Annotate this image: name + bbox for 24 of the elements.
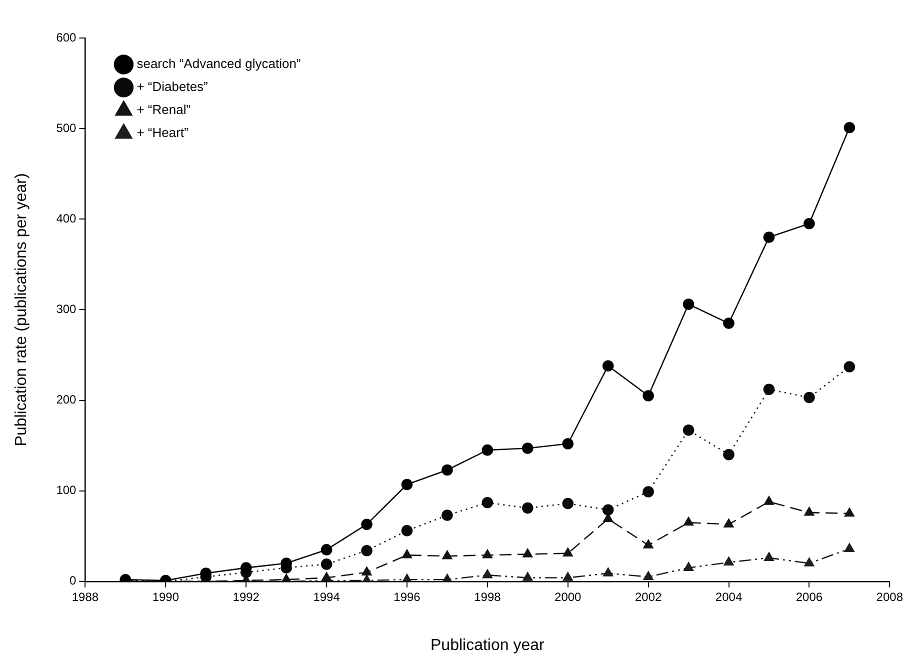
x-tick-label: 1992 xyxy=(232,590,260,604)
y-tick-label: 200 xyxy=(56,392,77,407)
x-tick-label: 2002 xyxy=(634,590,662,604)
x-tick-label: 1990 xyxy=(152,590,180,604)
x-tick-label: 1998 xyxy=(474,590,502,604)
legend-label: search “Advanced glycation” xyxy=(136,56,301,72)
x-tick-label: 1988 xyxy=(72,590,99,604)
legend-label: + “Heart” xyxy=(136,125,188,140)
y-tick-label: 100 xyxy=(56,483,77,498)
x-tick-label: 2004 xyxy=(715,590,742,604)
x-tick-label: 1994 xyxy=(313,590,340,604)
y-tick-label: 0 xyxy=(70,574,77,588)
legend-label: + “Renal” xyxy=(136,102,191,118)
x-axis-title: Publication year xyxy=(430,636,546,654)
legend-label: + “Diabetes” xyxy=(136,79,208,94)
x-tick-label: 2006 xyxy=(796,590,823,604)
y-tick-label: 500 xyxy=(56,120,77,135)
y-tick-label: 300 xyxy=(56,302,77,316)
x-tick-label: 2008 xyxy=(876,590,904,604)
x-tick-label: 2000 xyxy=(554,590,582,604)
y-tick-label: 600 xyxy=(56,30,77,44)
x-tick-label: 1996 xyxy=(394,590,421,604)
y-tick-label: 400 xyxy=(56,211,77,226)
y-axis-title: Publication rate (publications per year) xyxy=(13,173,30,446)
